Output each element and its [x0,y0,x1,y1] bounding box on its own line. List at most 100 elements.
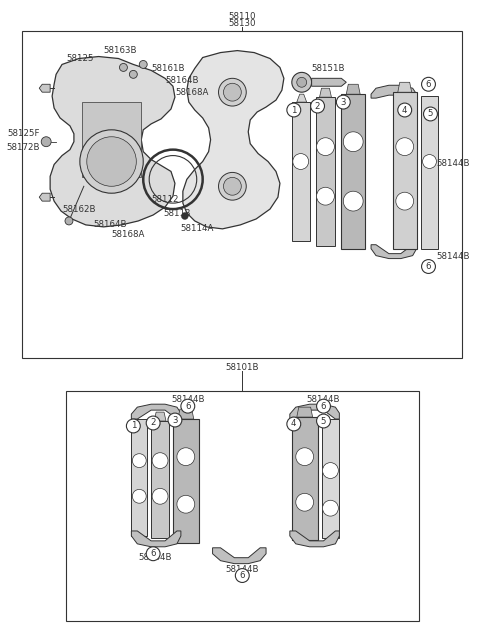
Circle shape [152,488,168,504]
Text: 6: 6 [426,262,431,271]
Circle shape [218,172,246,200]
Polygon shape [297,407,312,417]
Circle shape [181,399,195,413]
Circle shape [323,463,338,478]
Circle shape [421,77,435,91]
Circle shape [235,568,249,582]
Polygon shape [320,88,331,97]
Text: 58113: 58113 [163,209,191,218]
Text: 58164B: 58164B [165,76,199,85]
Text: 58130: 58130 [228,19,256,28]
Text: 58168A: 58168A [111,230,145,239]
Circle shape [218,78,246,106]
Polygon shape [371,245,417,258]
Text: 5: 5 [428,110,433,119]
Polygon shape [151,421,169,538]
Circle shape [317,399,330,413]
Circle shape [168,413,182,427]
Circle shape [317,414,330,428]
Polygon shape [420,96,438,249]
Text: 4: 4 [291,420,297,429]
Circle shape [421,260,435,274]
Circle shape [132,454,146,468]
Text: 58164B: 58164B [94,220,127,230]
Circle shape [126,419,140,433]
Circle shape [287,417,301,431]
Circle shape [343,191,363,211]
Polygon shape [213,548,266,563]
Circle shape [422,154,436,168]
Text: 58161B: 58161B [151,64,185,73]
Text: 58110: 58110 [228,12,256,22]
Circle shape [224,177,241,195]
Text: 58144B: 58144B [307,395,340,404]
Circle shape [297,77,307,87]
Polygon shape [183,50,284,229]
Bar [66,391,419,621]
Text: 58144B: 58144B [138,553,172,562]
Text: 6: 6 [150,549,156,558]
Text: 1: 1 [291,105,297,114]
Polygon shape [132,419,147,536]
Text: 58101B: 58101B [226,363,259,372]
Circle shape [146,416,160,430]
Text: 6: 6 [426,80,431,89]
Circle shape [287,103,301,117]
Circle shape [293,154,309,170]
Text: 58125F: 58125F [8,130,40,138]
Polygon shape [315,97,336,246]
Circle shape [336,95,350,109]
Text: 58163B: 58163B [104,46,137,55]
Circle shape [292,72,312,92]
Circle shape [177,495,195,513]
Circle shape [65,217,73,225]
Circle shape [396,192,414,210]
Text: 2: 2 [150,419,156,427]
Text: 58172B: 58172B [7,143,40,152]
Text: 58144B: 58144B [436,252,470,261]
Text: 58144B: 58144B [436,159,470,168]
Circle shape [398,103,412,117]
Polygon shape [322,419,339,538]
Polygon shape [50,57,175,227]
Circle shape [317,188,335,205]
Text: 3: 3 [341,98,346,107]
Text: 6: 6 [240,571,245,580]
Polygon shape [290,531,339,547]
Circle shape [317,138,335,156]
Polygon shape [82,102,141,177]
Circle shape [130,70,137,78]
Text: 3: 3 [172,415,178,424]
Text: 6: 6 [321,402,326,411]
Circle shape [423,107,437,121]
Polygon shape [173,419,199,543]
Circle shape [139,61,147,68]
Text: 58168A: 58168A [175,87,208,97]
Circle shape [396,138,414,156]
Polygon shape [132,404,181,419]
Circle shape [323,500,338,516]
Text: 58125: 58125 [66,54,94,63]
Polygon shape [292,102,310,241]
Circle shape [132,489,146,503]
Polygon shape [297,94,307,102]
Circle shape [41,137,51,147]
Circle shape [87,137,136,186]
Text: 58144B: 58144B [226,565,259,574]
Text: 58151B: 58151B [312,64,345,73]
Circle shape [224,84,241,101]
Polygon shape [39,84,50,92]
Bar [23,31,462,358]
Text: 58114A: 58114A [181,225,214,234]
Text: 1: 1 [131,422,136,431]
Circle shape [343,132,363,152]
Text: 58162B: 58162B [62,205,96,214]
Polygon shape [393,92,417,249]
Polygon shape [341,94,365,249]
Polygon shape [312,78,346,86]
Text: 58112: 58112 [151,195,179,204]
Circle shape [146,547,160,561]
Text: 58144B: 58144B [171,395,204,404]
Circle shape [120,63,127,71]
Polygon shape [178,409,194,419]
